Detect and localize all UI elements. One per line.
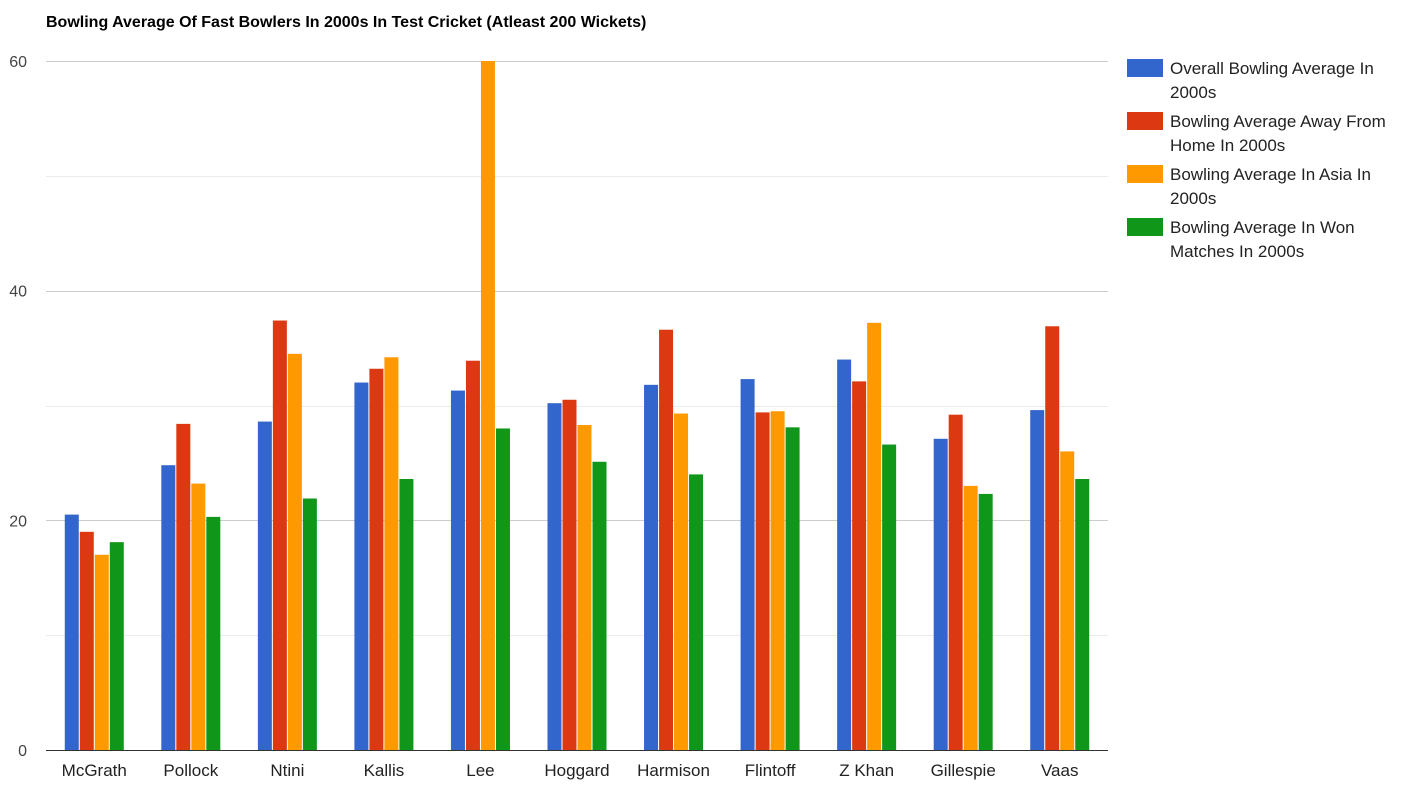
- legend: Overall Bowling Average In 2000s Bowling A…: [1127, 59, 1386, 261]
- bar: [1045, 326, 1060, 750]
- bar: [547, 403, 562, 750]
- bar: [562, 399, 577, 750]
- y-axis-ticks: 0 20 40 60: [9, 54, 27, 760]
- bar: [480, 61, 495, 750]
- bar: [450, 390, 465, 750]
- bar: [354, 382, 369, 750]
- legend-swatch: [1127, 59, 1163, 77]
- bar: [740, 379, 755, 750]
- bar: [161, 465, 176, 750]
- y-tick-label: 20: [9, 513, 27, 530]
- bar: [592, 461, 607, 750]
- x-category-label: Flintoff: [745, 761, 796, 780]
- legend-swatch: [1127, 165, 1163, 183]
- bar: [109, 542, 124, 750]
- bar: [674, 413, 689, 750]
- gridlines: [46, 61, 1108, 636]
- bar: [399, 478, 414, 750]
- x-category-label: Kallis: [364, 761, 405, 780]
- bar: [272, 320, 287, 750]
- x-axis-categories: McGrath Pollock Ntini Kallis Lee Hoggard Harmi…: [62, 761, 1079, 780]
- legend-label: Bowling Average In Asia In: [1170, 165, 1371, 184]
- bar: [257, 421, 272, 750]
- bar: [94, 554, 109, 750]
- bar: [79, 531, 94, 750]
- legend-label: Home In 2000s: [1170, 136, 1285, 155]
- bar: [384, 357, 399, 750]
- bars: [64, 61, 1090, 750]
- x-category-label: Harmison: [637, 761, 710, 780]
- y-tick-label: 40: [9, 284, 27, 301]
- x-category-label: Pollock: [163, 761, 218, 780]
- bar: [978, 493, 993, 750]
- legend-label: Matches In 2000s: [1170, 242, 1304, 261]
- bar: [176, 423, 191, 750]
- x-category-label: McGrath: [62, 761, 127, 780]
- x-category-label: Ntini: [270, 761, 304, 780]
- x-category-label: Lee: [466, 761, 494, 780]
- bar: [369, 368, 384, 750]
- bar: [1030, 410, 1045, 750]
- bar: [882, 444, 897, 750]
- bar: [785, 427, 800, 750]
- y-tick-label: 0: [18, 743, 27, 760]
- x-category-label: Hoggard: [544, 761, 609, 780]
- x-category-label: Z Khan: [839, 761, 894, 780]
- legend-label: 2000s: [1170, 83, 1216, 102]
- chart-title: Bowling Average Of Fast Bowlers In 2000s…: [46, 14, 646, 31]
- legend-label: Overall Bowling Average In: [1170, 59, 1374, 78]
- bar: [837, 359, 852, 750]
- bar: [495, 428, 510, 750]
- legend-swatch: [1127, 218, 1163, 236]
- bar: [755, 412, 770, 750]
- bar: [191, 483, 206, 750]
- bar: [644, 384, 659, 750]
- legend-label: 2000s: [1170, 189, 1216, 208]
- y-tick-label: 60: [9, 54, 27, 71]
- bar: [770, 411, 785, 750]
- bar: [577, 425, 592, 750]
- bar: [1060, 451, 1075, 750]
- bar: [933, 438, 948, 750]
- bar: [948, 414, 963, 750]
- bar: [867, 322, 882, 750]
- bar: [465, 360, 480, 750]
- x-category-label: Vaas: [1041, 761, 1079, 780]
- bar: [64, 514, 79, 750]
- x-category-label: Gillespie: [931, 761, 996, 780]
- legend-label: Bowling Average In Won: [1170, 218, 1355, 237]
- legend-label: Bowling Average Away From: [1170, 112, 1386, 131]
- bar: [206, 516, 221, 750]
- bar: [852, 381, 867, 750]
- bar: [689, 474, 704, 750]
- legend-swatch: [1127, 112, 1163, 130]
- bar: [1075, 478, 1090, 750]
- bar: [963, 485, 978, 750]
- bar: [287, 353, 302, 750]
- bar: [302, 498, 317, 750]
- bar: [659, 329, 674, 750]
